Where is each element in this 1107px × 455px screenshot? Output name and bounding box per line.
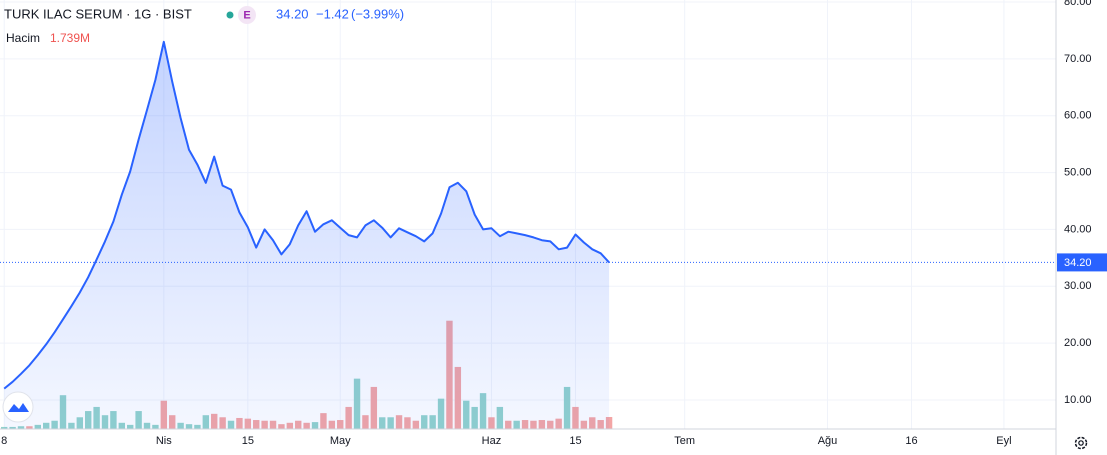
x-tick-label: Ağu: [818, 435, 838, 447]
x-tick-label: 8: [1, 435, 7, 447]
y-tick-label: 80.00: [1064, 0, 1092, 8]
gear-inner[interactable]: [1078, 440, 1084, 446]
status-dot: [226, 11, 234, 19]
x-tick-label: Nis: [156, 435, 172, 447]
y-tick-label: 10.00: [1064, 394, 1092, 406]
volume-last: 1.739M: [50, 31, 90, 45]
logo-icon[interactable]: [8, 403, 29, 412]
logo-circle[interactable]: [2, 391, 34, 423]
x-tick-label: 15: [242, 435, 254, 447]
x-tick-label: Haz: [482, 435, 502, 447]
badge-bg: [238, 6, 256, 24]
badge: E: [243, 9, 250, 21]
y-tick-label: 70.00: [1064, 53, 1092, 65]
y-tick-label: 20.00: [1064, 337, 1092, 349]
last-price-tag: [1057, 253, 1107, 272]
area-fill: [4, 41, 610, 430]
plot-layer: [0, 40, 1056, 430]
settings-button[interactable]: [1074, 436, 1088, 450]
change: −1.42: [316, 6, 349, 21]
logo-button[interactable]: [2, 391, 34, 423]
y-tick-label: 60.00: [1064, 110, 1092, 122]
price: 34.20: [276, 6, 309, 21]
chart-title: TURK ILAC SERUM · 1G · BIST: [4, 6, 192, 21]
x-tick-label: Tem: [674, 435, 695, 447]
price-line: [3, 40, 610, 390]
x-tick-label: May: [330, 435, 351, 447]
x-tick-label: 16: [905, 435, 917, 447]
y-tick-label: 50.00: [1064, 166, 1092, 178]
last-price-label: 34.20: [1064, 257, 1092, 269]
gear-outer[interactable]: [1074, 436, 1088, 450]
x-tick-label: Eyl: [996, 435, 1011, 447]
change-pct: (−3.99%): [351, 6, 404, 21]
volume-title: Hacim: [6, 31, 40, 45]
x-tick-label: 15: [569, 435, 581, 447]
y-tick-label: 40.00: [1064, 223, 1092, 235]
y-tick-label: 30.00: [1064, 280, 1092, 292]
